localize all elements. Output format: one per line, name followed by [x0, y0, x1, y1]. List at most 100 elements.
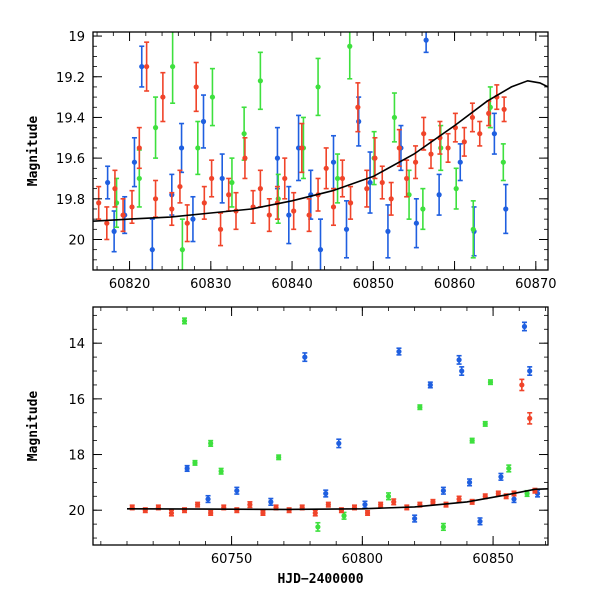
- point-marker: [527, 368, 533, 374]
- point-marker: [469, 114, 476, 121]
- data-point: [330, 134, 337, 190]
- point-marker: [385, 228, 391, 234]
- y-tick-label: 18: [68, 449, 85, 464]
- x-tick-label: 60800: [342, 552, 383, 567]
- data-point: [356, 96, 362, 147]
- point-marker: [498, 474, 504, 480]
- data-point: [275, 173, 281, 225]
- point-marker: [334, 175, 341, 182]
- y-tick-label: 19.6: [56, 152, 85, 167]
- data-point: [276, 454, 282, 461]
- data-point: [498, 472, 504, 481]
- point-marker: [268, 499, 274, 505]
- point-marker: [420, 206, 426, 212]
- point-marker: [521, 323, 528, 330]
- data-point: [234, 486, 240, 495]
- point-marker: [193, 84, 199, 90]
- data-point: [355, 82, 361, 133]
- point-marker: [482, 421, 488, 427]
- point-marker: [192, 460, 198, 466]
- point-marker: [477, 131, 483, 137]
- point-marker: [136, 175, 142, 182]
- data-point: [482, 420, 488, 427]
- point-marker: [459, 368, 465, 374]
- point-marker: [229, 179, 235, 186]
- point-marker: [152, 196, 159, 202]
- point-marker: [282, 175, 288, 182]
- y-tick-label: 19.2: [56, 71, 85, 86]
- data-point: [315, 57, 321, 117]
- point-marker: [317, 247, 324, 253]
- point-marker: [234, 488, 240, 494]
- data-point: [527, 411, 533, 425]
- data-point: [396, 128, 402, 168]
- point-marker: [486, 110, 492, 116]
- point-marker: [104, 220, 110, 226]
- point-marker: [208, 510, 214, 516]
- plot-area: [93, 32, 548, 270]
- data-point: [347, 185, 354, 220]
- point-marker: [178, 145, 185, 151]
- point-marker: [160, 94, 166, 100]
- series-2: [181, 317, 530, 532]
- data-point: [306, 198, 312, 233]
- data-point: [457, 143, 463, 182]
- point-marker: [511, 496, 517, 502]
- point-marker: [201, 200, 207, 206]
- data-point: [494, 84, 500, 111]
- data-point: [260, 509, 266, 517]
- data-point: [445, 132, 451, 163]
- point-marker: [306, 212, 312, 218]
- data-point: [149, 218, 155, 270]
- series-1: [184, 321, 541, 526]
- data-point: [334, 153, 341, 204]
- point-marker: [219, 175, 225, 182]
- data-point: [104, 206, 110, 241]
- data-point: [487, 379, 494, 386]
- x-tick-label: 60840: [271, 277, 312, 292]
- data-point: [501, 96, 507, 123]
- point-marker: [466, 479, 473, 485]
- data-point: [420, 187, 426, 231]
- y-tick-label: 19.8: [56, 193, 85, 208]
- point-marker: [364, 186, 370, 192]
- model-curve: [126, 488, 548, 511]
- data-point: [440, 486, 447, 495]
- point-marker: [438, 145, 444, 151]
- point-marker: [200, 118, 207, 125]
- point-marker: [194, 502, 201, 508]
- x-tick-label: 60870: [515, 277, 556, 292]
- data-point: [466, 478, 473, 487]
- point-marker: [286, 212, 292, 218]
- data-point: [477, 517, 483, 526]
- data-point: [247, 501, 253, 509]
- point-marker: [372, 155, 378, 161]
- point-marker: [149, 247, 155, 253]
- point-marker: [266, 212, 272, 218]
- data-point: [178, 122, 185, 174]
- series-3: [129, 378, 538, 517]
- data-point: [184, 464, 190, 473]
- panel-2: 60750 60800 60850 14 16 18 20 Magnitude HJD−2400…: [26, 306, 549, 587]
- point-marker: [169, 206, 175, 212]
- data-point: [299, 122, 305, 174]
- point-marker: [112, 186, 118, 192]
- data-point: [413, 198, 419, 249]
- point-marker: [457, 159, 463, 165]
- point-marker: [519, 382, 525, 388]
- data-point: [152, 179, 159, 218]
- point-marker: [152, 125, 159, 131]
- point-marker: [343, 226, 350, 232]
- data-point: [257, 169, 263, 208]
- x-tick-label: 60860: [434, 277, 475, 292]
- data-point: [208, 509, 214, 517]
- data-point: [421, 116, 427, 151]
- point-marker: [436, 192, 442, 198]
- data-point: [194, 501, 201, 508]
- point-marker: [299, 145, 305, 151]
- point-marker: [96, 200, 102, 206]
- data-point: [347, 32, 353, 80]
- data-point: [364, 169, 370, 208]
- data-point: [250, 189, 256, 225]
- data-point: [459, 366, 465, 376]
